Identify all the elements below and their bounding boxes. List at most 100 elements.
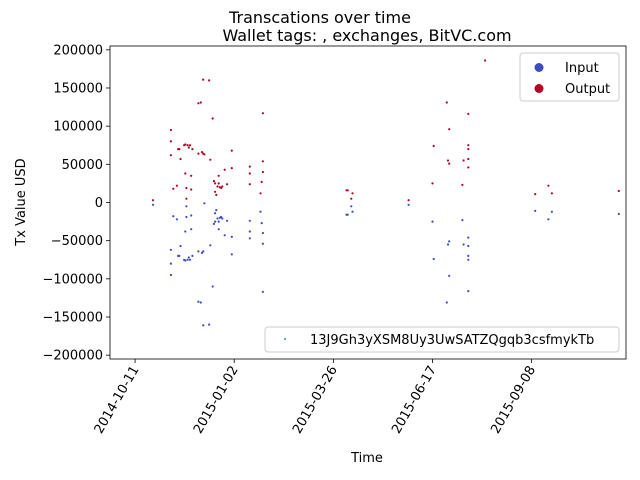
output-point xyxy=(184,172,187,175)
input-point xyxy=(467,258,470,261)
input-point xyxy=(178,254,181,257)
output-point xyxy=(215,193,218,196)
output-point xyxy=(248,165,251,168)
output-point xyxy=(261,170,264,174)
output-point xyxy=(179,157,182,161)
output-point xyxy=(191,148,194,151)
input-point xyxy=(197,300,200,303)
input-point xyxy=(534,209,537,212)
input-point xyxy=(184,230,187,233)
output-point xyxy=(151,199,155,202)
output-point xyxy=(445,101,448,104)
output-point xyxy=(534,193,537,196)
output-point xyxy=(226,183,229,186)
output-point xyxy=(261,112,264,115)
output-point xyxy=(547,184,550,187)
output-point xyxy=(169,128,172,132)
input-point xyxy=(248,237,251,240)
output-point xyxy=(169,154,172,157)
output-point xyxy=(214,190,217,193)
output-point xyxy=(467,148,470,151)
output-point xyxy=(448,162,451,165)
input-point xyxy=(467,244,470,248)
output-point xyxy=(550,192,554,195)
input-point xyxy=(179,244,182,248)
input-point xyxy=(223,234,226,237)
legend-classes: Input Output xyxy=(519,52,620,102)
input-point xyxy=(212,222,215,225)
input-point xyxy=(169,248,172,251)
output-point xyxy=(217,174,220,177)
output-point xyxy=(208,79,211,82)
input-point xyxy=(190,228,193,231)
input-point xyxy=(188,258,192,261)
output-point xyxy=(203,153,206,156)
output-point xyxy=(202,78,205,81)
input-point xyxy=(217,228,220,231)
x-tick-label: 2014-10-11 xyxy=(92,364,143,437)
input-point xyxy=(467,290,470,293)
output-point xyxy=(248,172,251,175)
output-point xyxy=(260,180,263,183)
y-tick-label: 100000 xyxy=(53,120,103,135)
output-point xyxy=(467,144,470,147)
output-point xyxy=(432,144,435,148)
output-point xyxy=(467,166,470,169)
output-point xyxy=(212,180,215,183)
x-axis: 2014-10-11 2015-01-02 2015-03-26 2015-06-17… xyxy=(92,359,539,436)
legend-output-label: Output xyxy=(565,82,610,97)
output-point xyxy=(223,168,226,171)
legend-series: 13J9Gh3yXSM8Uy3UwSATZQgqb3csfmykTb xyxy=(264,326,620,353)
y-axis-label: Tx Value USD xyxy=(14,158,29,246)
chart-subtitle: Wallet tags: , exchanges, BitVC.com xyxy=(222,26,511,45)
y-tick-label: 150000 xyxy=(53,81,103,96)
legend-series-label: 13J9Gh3yXSM8Uy3UwSATZQgqb3csfmykTb xyxy=(310,333,594,348)
output-point xyxy=(259,192,262,195)
output-point xyxy=(462,159,465,162)
output-point xyxy=(175,184,178,187)
input-point xyxy=(259,210,262,213)
legend-series-marker xyxy=(284,338,286,340)
legend-input-marker xyxy=(534,63,544,72)
output-point xyxy=(172,187,175,190)
x-tick-label: 2015-09-08 xyxy=(488,364,539,437)
x-axis-label: Time xyxy=(350,451,383,466)
output-point xyxy=(178,148,181,151)
output-point xyxy=(484,59,487,62)
input-point xyxy=(260,222,263,225)
output-point xyxy=(187,146,190,149)
input-point xyxy=(190,214,193,217)
output-point xyxy=(186,144,189,147)
input-point xyxy=(187,256,190,259)
y-tick-label: 50000 xyxy=(62,158,103,173)
output-point xyxy=(200,151,204,154)
output-point xyxy=(350,197,353,200)
y-tick-label: −150000 xyxy=(42,311,103,326)
input-point xyxy=(211,285,214,288)
input-point xyxy=(261,242,264,245)
input-point xyxy=(226,219,229,222)
output-point xyxy=(448,128,451,131)
input-point xyxy=(445,301,448,304)
input-point xyxy=(169,273,172,277)
input-point xyxy=(550,210,554,213)
input-point xyxy=(169,262,172,265)
output-point xyxy=(467,157,470,161)
input-point xyxy=(248,219,251,222)
output-point xyxy=(185,197,188,200)
output-point xyxy=(214,182,217,185)
x-tick-label: 2015-06-17 xyxy=(389,364,440,437)
input-point xyxy=(185,205,188,208)
output-point xyxy=(169,140,172,143)
input-point xyxy=(351,210,354,213)
input-series xyxy=(151,202,620,327)
input-point xyxy=(197,250,200,253)
input-point xyxy=(248,230,251,233)
input-point xyxy=(172,215,175,218)
input-point xyxy=(467,236,470,239)
y-axis: −200000 −150000 −100000 −50000 0 50000 100000 1… xyxy=(42,43,110,364)
input-point xyxy=(221,217,224,220)
input-point xyxy=(214,220,217,223)
input-point xyxy=(448,240,451,243)
